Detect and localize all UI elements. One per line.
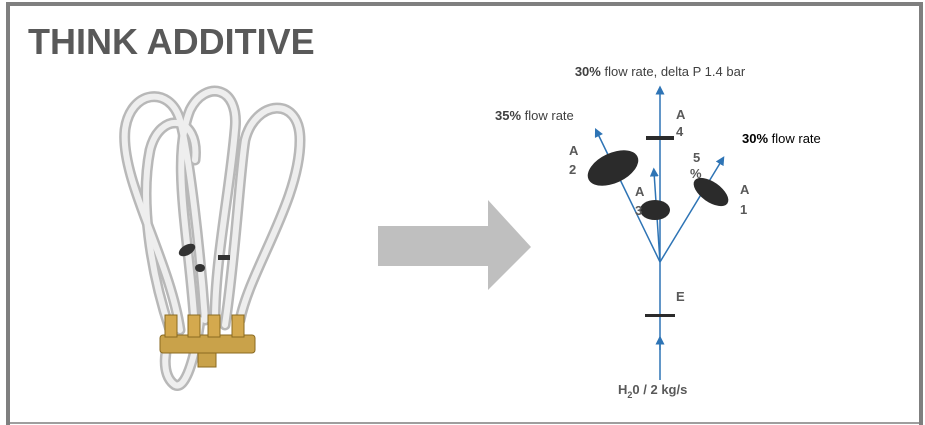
text-part: 35% bbox=[495, 108, 521, 123]
node-label: 2 bbox=[569, 162, 576, 177]
frame bbox=[6, 2, 923, 425]
node-label: 5 bbox=[693, 150, 700, 165]
text-part: 30% bbox=[575, 64, 601, 79]
node-label: E bbox=[676, 289, 685, 304]
text-part: flow rate bbox=[768, 131, 821, 146]
node-label: 1 bbox=[740, 202, 747, 217]
text-part: H bbox=[618, 382, 627, 397]
text-part: 30% bbox=[742, 131, 768, 146]
restrictors bbox=[587, 136, 729, 317]
text-part: 2 bbox=[627, 390, 632, 400]
hose-illustration bbox=[119, 85, 306, 391]
node-label: A bbox=[740, 182, 750, 197]
right-label: 30% flow rate bbox=[742, 131, 821, 146]
node-label: A bbox=[676, 107, 686, 122]
text-part: flow rate bbox=[521, 108, 574, 123]
big-arrow bbox=[378, 200, 531, 290]
text-part: flow rate, delta P 1.4 bar bbox=[601, 64, 746, 79]
left-label: 35% flow rate bbox=[495, 108, 574, 123]
node-label: 3 bbox=[635, 203, 642, 218]
node-label: A bbox=[569, 143, 579, 158]
node-label: 4 bbox=[676, 124, 684, 139]
node-label: % bbox=[690, 166, 702, 181]
inlet-label: H20 / 2 kg/s bbox=[618, 382, 687, 400]
title: THINK ADDITIVE bbox=[28, 21, 315, 62]
text-part: 0 / 2 kg/s bbox=[632, 382, 687, 397]
top-label: 30% flow rate, delta P 1.4 bar bbox=[575, 64, 746, 79]
node-label: A bbox=[635, 184, 645, 199]
